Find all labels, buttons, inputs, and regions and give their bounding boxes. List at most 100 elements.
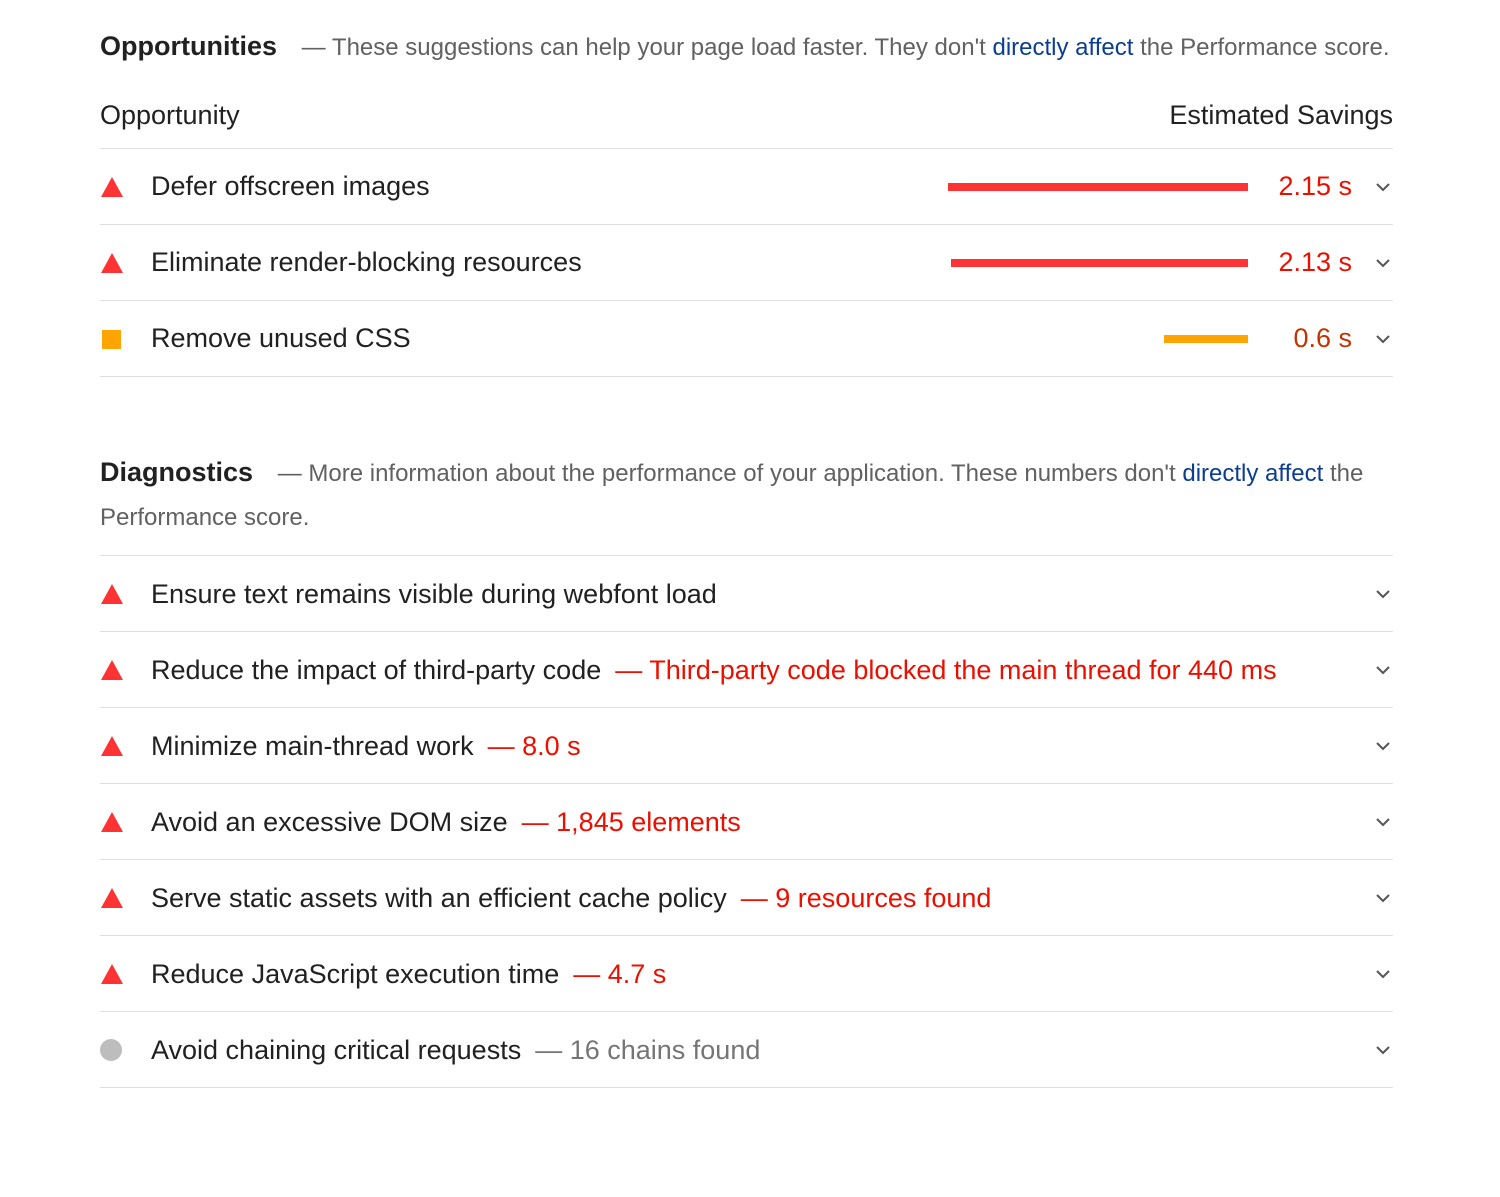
audit-row[interactable]: Avoid an excessive DOM size — 1,845 eleme… <box>100 784 1393 860</box>
triangle <box>101 583 123 604</box>
audit-text: Serve static assets with an efficient ca… <box>151 861 1301 935</box>
audit-title: Reduce JavaScript execution time <box>151 958 560 989</box>
expand-button[interactable] <box>1352 812 1393 832</box>
audit-detail: — 16 chains found <box>535 1034 761 1065</box>
audit-title: Minimize main-thread work <box>151 730 474 761</box>
column-title: Estimated Savings <box>1169 100 1393 130</box>
chevron <box>1376 182 1390 191</box>
description: — More information about the performance… <box>277 460 1176 487</box>
expand-button[interactable] <box>1352 888 1393 908</box>
triangle <box>101 659 123 680</box>
chevron <box>1376 665 1390 674</box>
bar-track <box>948 182 1248 191</box>
triangle <box>101 252 123 273</box>
chevron <box>1376 589 1390 598</box>
chevron-line <box>1376 334 1390 343</box>
diagnostics-header: Diagnostics — More information about the… <box>100 450 1393 556</box>
audit-title: Avoid an excessive DOM size <box>151 806 508 837</box>
audit-text: Minimize main-thread work — 8.0 s <box>151 709 1301 783</box>
chevron-line <box>1376 741 1390 750</box>
severity-icon <box>101 811 123 832</box>
expand-button[interactable] <box>1352 329 1393 349</box>
audits: Opportunities — These suggestions can he… <box>100 0 1393 1088</box>
chevron <box>1376 1045 1390 1054</box>
audit-row[interactable]: Defer offscreen images 2.15 s <box>100 149 1393 225</box>
chevron <box>1376 969 1390 978</box>
triangle <box>101 811 123 832</box>
icon-cell <box>100 810 151 834</box>
audit-detail: — Third-party code blocked the main thre… <box>615 654 1277 685</box>
square <box>102 329 121 349</box>
audit-title: Eliminate render-blocking resources <box>151 247 582 277</box>
severity-icon <box>101 735 123 756</box>
icon-cell <box>100 327 151 351</box>
bar-track <box>948 258 1248 267</box>
severity-icon <box>101 963 123 984</box>
audit-title: Serve static assets with an efficient ca… <box>151 882 727 913</box>
savings-label: 2.13 s <box>1278 247 1352 277</box>
link[interactable]: directly affect <box>1182 460 1324 487</box>
expand-button[interactable] <box>1352 584 1393 604</box>
audit-detail: — 4.7 s <box>573 958 667 989</box>
chevron-line <box>1376 969 1390 978</box>
severity-icon <box>101 583 123 604</box>
opportunities-header: Opportunities — These suggestions can he… <box>100 0 1393 70</box>
icon-cell <box>100 734 151 758</box>
chevron <box>1376 893 1390 902</box>
savings-bar <box>1164 334 1248 343</box>
chevron <box>1376 334 1390 343</box>
audit-title: Avoid chaining critical requests <box>151 1034 522 1065</box>
audit-detail: — 1,845 elements <box>521 806 741 837</box>
expand-button[interactable] <box>1352 660 1393 680</box>
section-title: Opportunities <box>100 31 277 61</box>
audit-title: Ensure text remains visible during webfo… <box>151 578 717 609</box>
audit-detail: — 9 resources found <box>740 882 992 913</box>
audit-text: Reduce the impact of third-party code — T… <box>151 633 1301 707</box>
expand-button[interactable] <box>1352 736 1393 756</box>
triangle <box>101 963 123 984</box>
severity-icon <box>101 252 123 273</box>
bar-track <box>948 334 1248 343</box>
opportunity-list: Defer offscreen images 2.15 s Eliminate re… <box>100 149 1393 377</box>
audit-row[interactable]: Reduce the impact of third-party code — T… <box>100 632 1393 708</box>
audit-row[interactable]: Minimize main-thread work — 8.0 s <box>100 708 1393 784</box>
icon-cell <box>100 1038 151 1062</box>
column-header: Opportunity Estimated Savings <box>100 70 1393 149</box>
expand-button[interactable] <box>1352 253 1393 273</box>
savings-bar <box>948 182 1248 191</box>
circle <box>100 1038 122 1061</box>
audit-row[interactable]: Avoid chaining critical requests — 16 cha… <box>100 1012 1393 1088</box>
chevron <box>1376 258 1390 267</box>
icon-cell <box>100 886 151 910</box>
description: — These suggestions can help your page l… <box>301 34 986 61</box>
audit-row[interactable]: Ensure text remains visible during webfo… <box>100 556 1393 632</box>
savings-label: 2.15 s <box>1278 171 1352 201</box>
chevron-line <box>1376 182 1390 191</box>
severity-icon <box>100 1038 122 1061</box>
audit-text: Reduce JavaScript execution time — 4.7 s <box>151 937 1301 1011</box>
expand-button[interactable] <box>1352 177 1393 197</box>
severity-icon <box>101 887 123 908</box>
column-title: Opportunity <box>100 100 240 130</box>
audit-text: Ensure text remains visible during webfo… <box>151 557 1301 631</box>
expand-button[interactable] <box>1352 964 1393 984</box>
chevron-line <box>1376 1045 1390 1054</box>
audit-row[interactable]: Eliminate render-blocking resources 2.13 … <box>100 225 1393 301</box>
audit-detail: — 8.0 s <box>487 730 581 761</box>
chevron <box>1376 741 1390 750</box>
audit-title: Defer offscreen images <box>151 171 430 201</box>
icon-cell <box>100 175 151 199</box>
audit-row[interactable]: Reduce JavaScript execution time — 4.7 s <box>100 936 1393 1012</box>
chevron-line <box>1376 258 1390 267</box>
icon-cell <box>100 251 151 275</box>
link[interactable]: directly affect <box>992 34 1134 61</box>
expand-button[interactable] <box>1352 1040 1393 1060</box>
audit-text: Avoid chaining critical requests — 16 cha… <box>151 1013 1301 1087</box>
chevron-line <box>1376 893 1390 902</box>
chevron <box>1376 817 1390 826</box>
audit-row[interactable]: Serve static assets with an efficient ca… <box>100 860 1393 936</box>
icon-cell <box>100 658 151 682</box>
audit-row[interactable]: Remove unused CSS 0.6 s <box>100 301 1393 377</box>
severity-icon <box>101 659 123 680</box>
